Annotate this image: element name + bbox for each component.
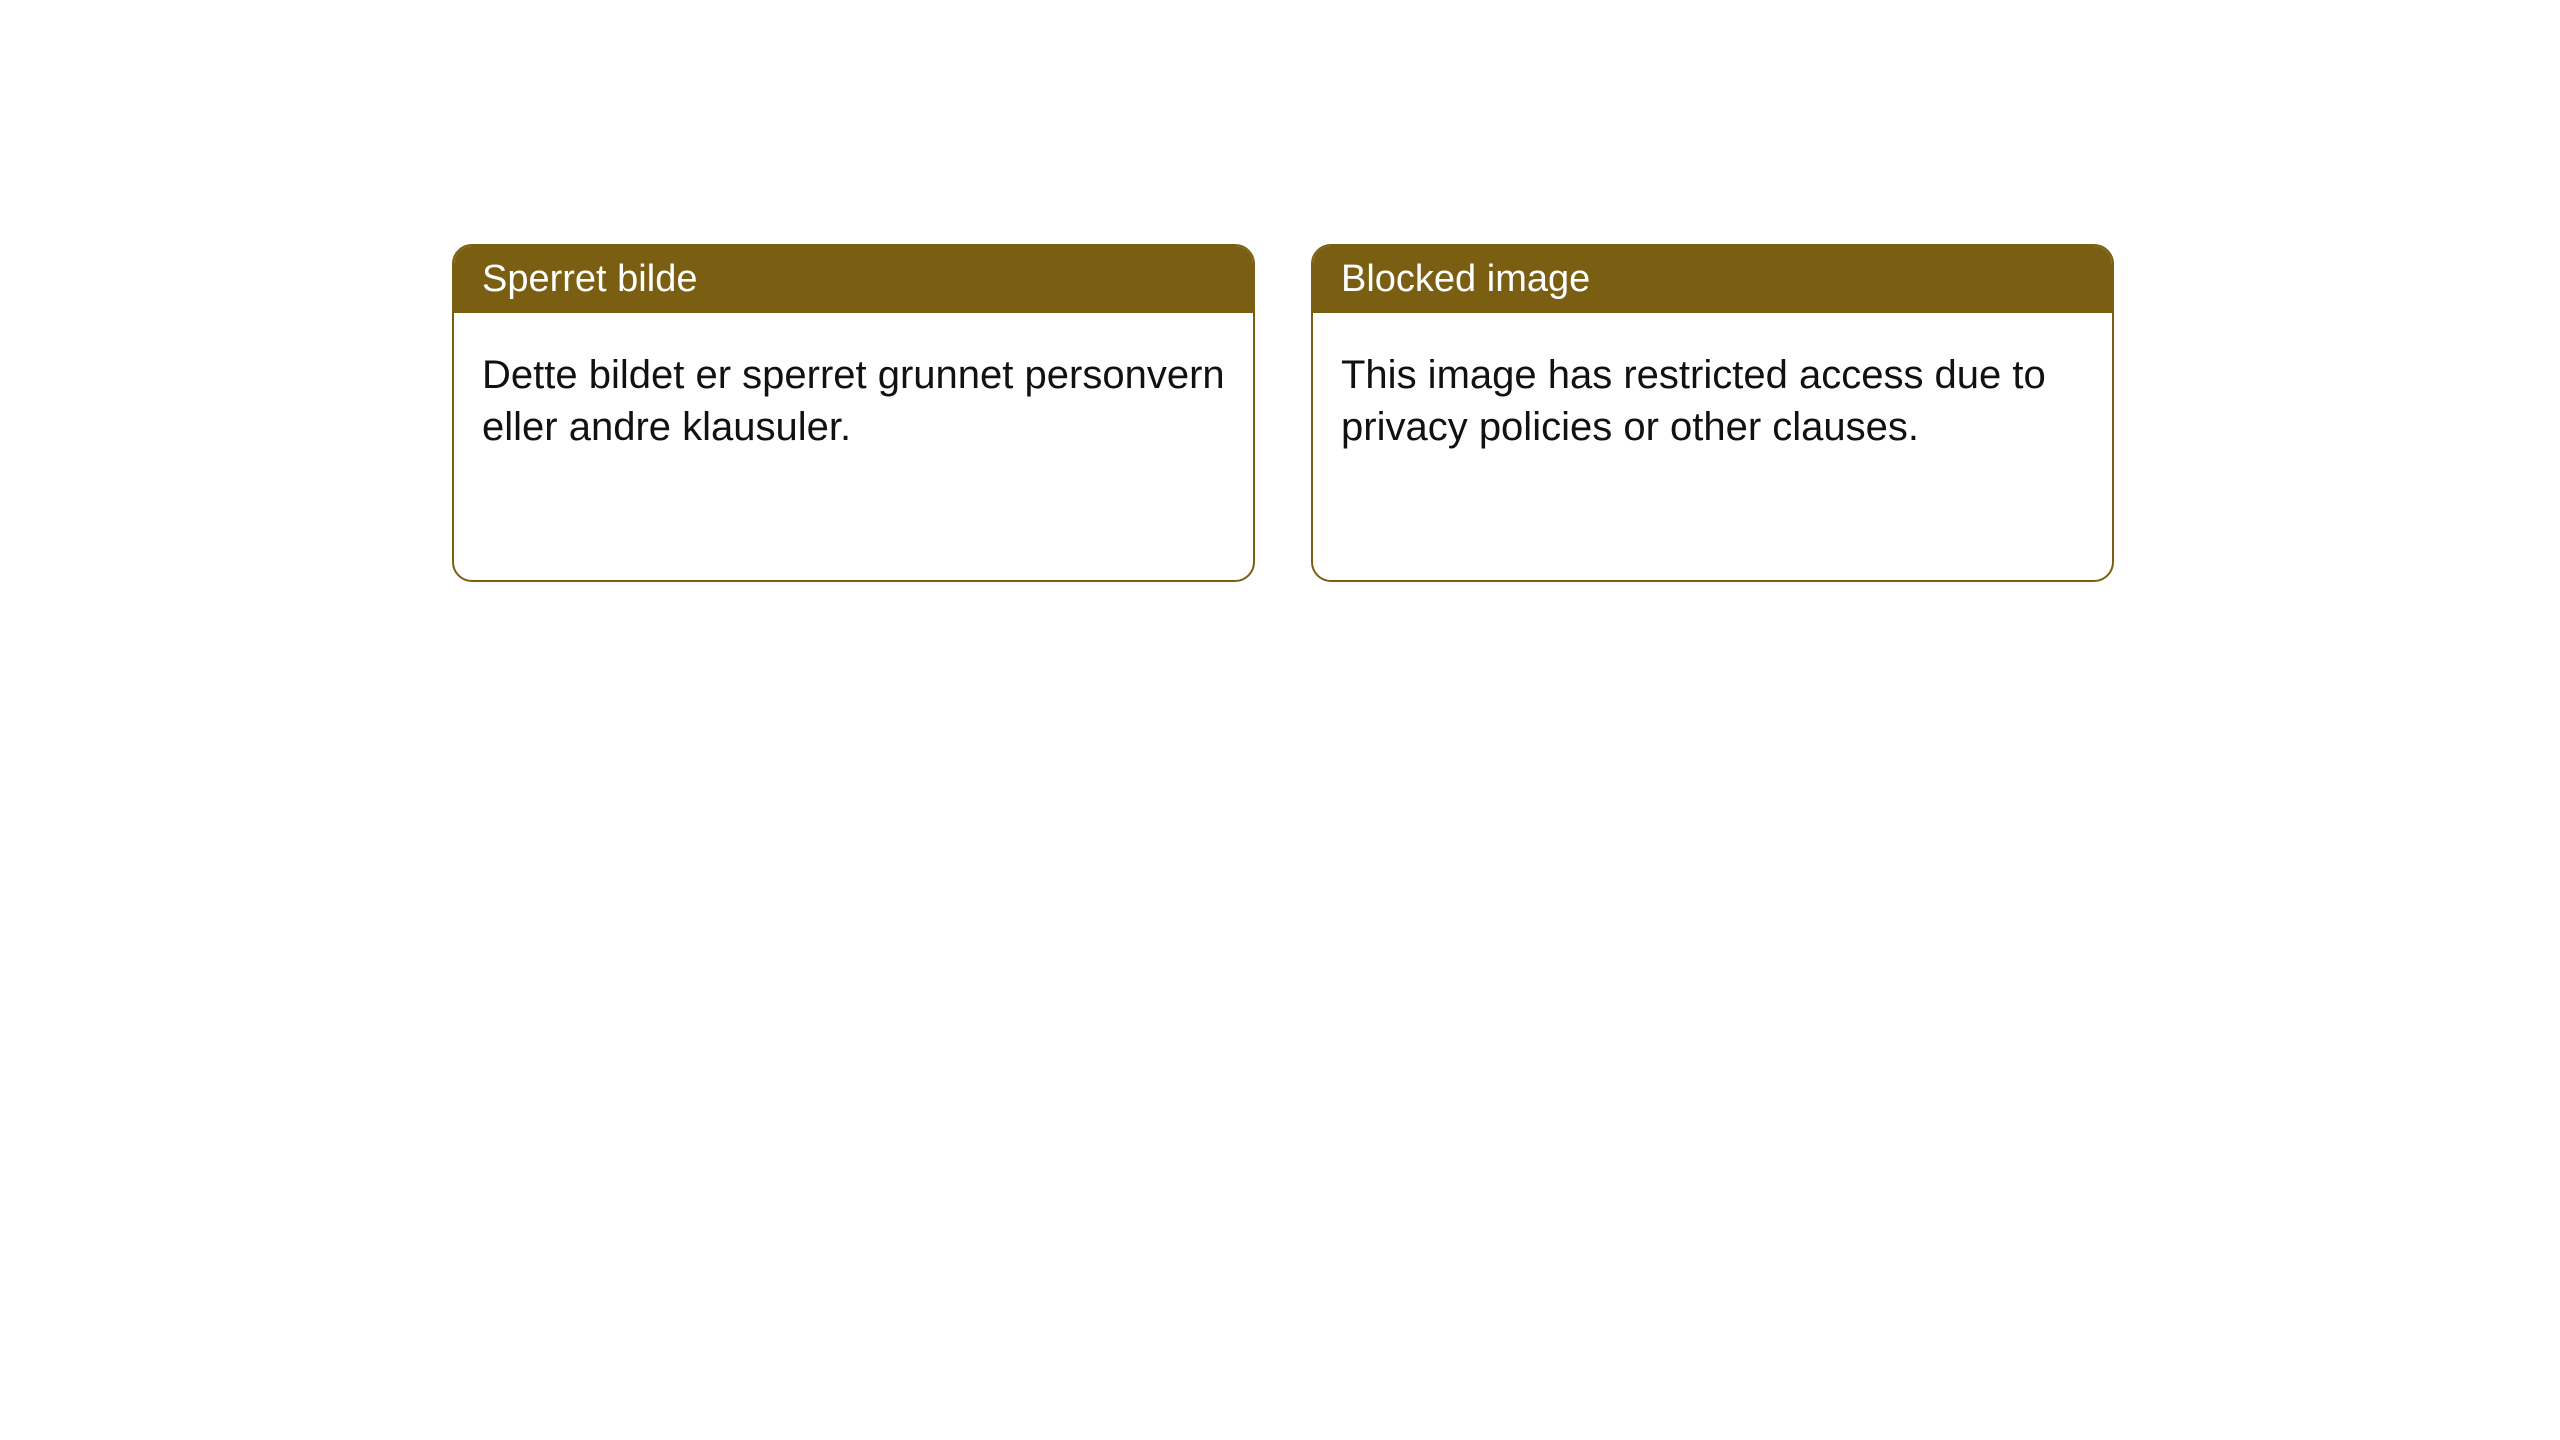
card-body-norwegian: Dette bildet er sperret grunnet personve… xyxy=(454,313,1253,489)
card-header-english: Blocked image xyxy=(1313,246,2112,313)
blocked-image-card-norwegian: Sperret bilde Dette bildet er sperret gr… xyxy=(452,244,1255,582)
blocked-image-card-english: Blocked image This image has restricted … xyxy=(1311,244,2114,582)
card-body-english: This image has restricted access due to … xyxy=(1313,313,2112,489)
card-header-norwegian: Sperret bilde xyxy=(454,246,1253,313)
notice-container: Sperret bilde Dette bildet er sperret gr… xyxy=(452,244,2114,582)
